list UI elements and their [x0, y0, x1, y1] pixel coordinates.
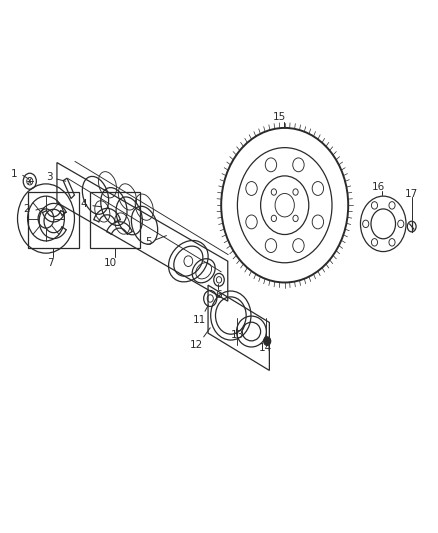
Text: 4: 4	[81, 199, 88, 209]
Text: 3: 3	[46, 172, 53, 182]
Text: 10: 10	[104, 258, 117, 268]
Text: 5: 5	[145, 237, 152, 247]
Text: 11: 11	[193, 315, 206, 325]
Bar	[28, 192, 79, 248]
Bar	[90, 192, 140, 248]
Text: 7: 7	[47, 258, 54, 268]
Text: 17: 17	[405, 189, 418, 199]
Text: 1: 1	[11, 169, 18, 179]
Text: 2: 2	[23, 205, 30, 214]
Text: 15: 15	[273, 112, 286, 122]
Text: 6: 6	[215, 290, 222, 300]
Text: 16: 16	[372, 182, 385, 191]
Text: 12: 12	[190, 341, 203, 350]
Text: 13: 13	[231, 330, 244, 340]
Circle shape	[264, 337, 271, 345]
Text: 14: 14	[259, 343, 272, 352]
